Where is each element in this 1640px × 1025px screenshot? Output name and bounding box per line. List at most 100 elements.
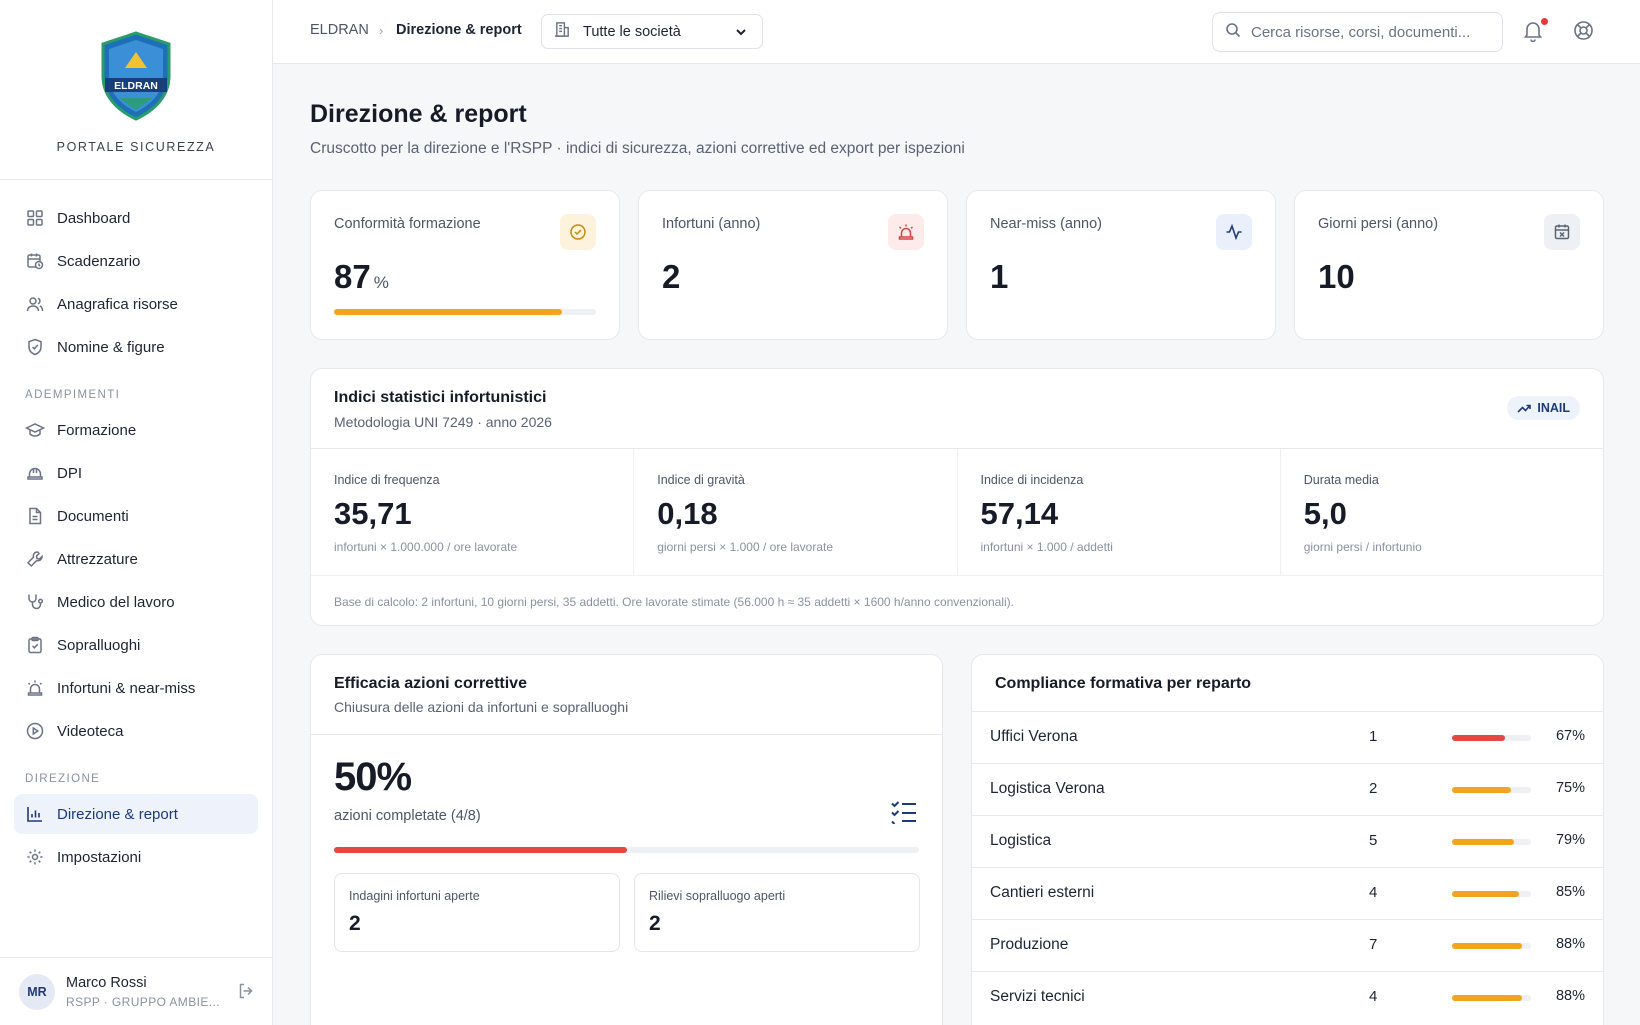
indici-row: Indice di frequenza 35,71 infortuni × 1.… (311, 448, 1603, 576)
help-lifebuoy-icon[interactable] (1573, 20, 1594, 46)
rilievi-aperti-box: Rilievi sopralluogo aperti 2 (634, 873, 920, 952)
reparto-progress-fill (1452, 735, 1505, 741)
svg-text:ELDRAN: ELDRAN (114, 80, 158, 92)
nav-item-infortuni[interactable]: Infortuni & near-miss (14, 668, 258, 708)
company-select[interactable]: Tutte le società (541, 14, 763, 49)
breadcrumb-current: Direzione & report (396, 22, 522, 38)
brand: ELDRAN PORTALE SICUREZZA (0, 0, 272, 180)
table-row[interactable]: Logistica Verona 2 75% (972, 763, 1603, 815)
nav-label: Medico del lavoro (57, 593, 175, 611)
mini-label: Indagini infortuni aperte (349, 889, 480, 903)
efficacia-progress-fill (334, 847, 627, 853)
calendar-x-icon (1544, 214, 1580, 250)
kpi-card-conformita: Conformità formazione 87% (310, 190, 620, 340)
kpi-card-giorni-persi: Giorni persi (anno) 10 (1294, 190, 1604, 340)
efficacia-progress-track (334, 847, 919, 853)
nav-label: Documenti (57, 507, 129, 525)
breadcrumb-root[interactable]: ELDRAN (310, 22, 369, 38)
table-row[interactable]: Cantieri esterni 4 85% (972, 867, 1603, 919)
brand-caption: PORTALE SICUREZZA (56, 140, 216, 154)
kpi-label: Infortuni (anno) (662, 216, 761, 232)
table-row[interactable]: Logistica 5 79% (972, 815, 1603, 867)
efficacia-card: Efficacia azioni correttive Chiusura del… (310, 654, 943, 1025)
indici-card: Indici statistici infortunistici Metodol… (310, 368, 1604, 626)
nav-item-anagrafica[interactable]: Anagrafica risorse (14, 284, 258, 324)
nav-item-dashboard[interactable]: Dashboard (14, 198, 258, 238)
table-row[interactable]: Produzione 7 88% (972, 919, 1603, 971)
logout-icon[interactable] (237, 982, 255, 1005)
search-icon (1225, 22, 1241, 43)
reparto-progress-fill (1452, 891, 1520, 897)
efficacia-percent: 50% (334, 755, 412, 799)
kpi-label: Giorni persi (anno) (1318, 216, 1439, 232)
nav-section-direzione: DIREZIONE (25, 773, 101, 785)
reparto-percent: 88% (1555, 936, 1585, 952)
indice-label: Durata media (1303, 473, 1379, 487)
page-subtitle: Cruscotto per la direzione e l'RSPP · in… (310, 140, 965, 157)
play-circle-icon (25, 721, 45, 741)
reparto-name: Logistica (990, 832, 1052, 849)
bell-icon[interactable] (1523, 20, 1543, 47)
kpi-value: 10 (1318, 258, 1355, 295)
reparto-count: 5 (1369, 832, 1378, 849)
nav-label: Direzione & report (57, 805, 178, 823)
efficacia-title: Efficacia azioni correttive (334, 675, 527, 692)
file-icon (25, 506, 45, 526)
company-select-value: Tutte le società (583, 23, 681, 40)
table-row[interactable]: Uffici Verona 1 67% (972, 711, 1603, 763)
nav-item-dpi[interactable]: DPI (14, 453, 258, 493)
wrench-icon (25, 549, 45, 569)
nav-label: Scadenzario (57, 252, 141, 270)
durata-media: Durata media 5,0 giorni persi / infortun… (1281, 449, 1603, 575)
indice-label: Indice di incidenza (980, 473, 1084, 487)
reparto-count: 1 (1369, 728, 1378, 745)
reparto-name: Servizi tecnici (990, 988, 1085, 1005)
divider (311, 734, 942, 735)
siren-icon (25, 678, 45, 698)
search-input[interactable] (1251, 23, 1501, 41)
nav-item-attrezzature[interactable]: Attrezzature (14, 539, 258, 579)
nav-item-direzione-report[interactable]: Direzione & report (14, 794, 258, 834)
inail-badge: INAIL (1507, 396, 1580, 420)
main-nav: Dashboard Scadenzario Anagrafica risorse… (0, 180, 272, 877)
reparto-progress-track (1452, 787, 1531, 793)
user-profile[interactable]: MR Marco Rossi RSPP · GRUPPO AMBIE... (0, 957, 273, 1025)
shield-icon (25, 337, 45, 357)
nav-item-scadenzario[interactable]: Scadenzario (14, 241, 258, 281)
nav-item-nomine[interactable]: Nomine & figure (14, 327, 258, 367)
reparto-percent: 88% (1555, 988, 1585, 1004)
kpi-label: Near-miss (anno) (990, 216, 1102, 232)
stethoscope-icon (25, 592, 45, 612)
nav-item-documenti[interactable]: Documenti (14, 496, 258, 536)
reparto-name: Uffici Verona (990, 728, 1078, 745)
activity-icon (1216, 214, 1252, 250)
nav-label: Anagrafica risorse (57, 295, 178, 313)
nav-item-impostazioni[interactable]: Impostazioni (14, 837, 258, 877)
nav-item-videoteca[interactable]: Videoteca (14, 711, 258, 751)
indice-note: infortuni × 1.000.000 / ore lavorate (334, 540, 518, 554)
mini-value: 2 (349, 912, 361, 935)
reparto-progress-fill (1452, 943, 1522, 949)
nav-item-formazione[interactable]: Formazione (14, 410, 258, 450)
user-role: RSPP · GRUPPO AMBIE... (66, 994, 220, 1009)
users-icon (25, 294, 45, 314)
nav-item-sopralluoghi[interactable]: Sopralluoghi (14, 625, 258, 665)
reparto-name: Logistica Verona (990, 780, 1105, 797)
table-row[interactable]: Servizi tecnici 4 88% (972, 971, 1603, 1023)
avatar: MR (19, 973, 55, 1010)
kpi-progress-fill (334, 309, 562, 315)
search-box[interactable] (1212, 12, 1503, 52)
indice-label: Indice di frequenza (334, 473, 440, 487)
nav-section-adempimenti: ADEMPIMENTI (25, 389, 121, 401)
nav-label: Impostazioni (57, 848, 142, 866)
reparto-count: 4 (1369, 884, 1378, 901)
page-title: Direzione & report (310, 100, 527, 128)
eldran-logo[interactable]: ELDRAN (97, 30, 175, 122)
notification-dot (1541, 18, 1548, 25)
check-circle-icon (560, 214, 596, 250)
indice-gravita: Indice di gravità 0,18 giorni persi × 1.… (634, 449, 958, 575)
siren-icon (888, 214, 924, 250)
indice-incidenza: Indice di incidenza 57,14 infortuni × 1.… (958, 449, 1281, 575)
nav-item-medico[interactable]: Medico del lavoro (14, 582, 258, 622)
reparto-progress-fill (1452, 839, 1515, 845)
